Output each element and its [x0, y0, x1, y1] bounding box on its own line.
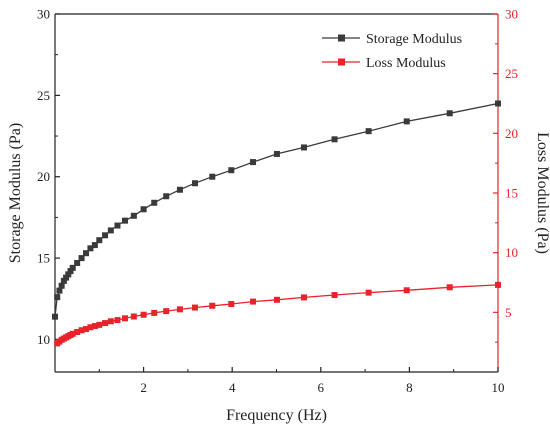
x-axis-ticks: 2 4 6 8 10 — [98, 367, 505, 395]
loss-point — [228, 300, 235, 307]
left-tick-label: 15 — [37, 251, 50, 266]
legend-marker-loss — [338, 58, 345, 66]
storage-point — [54, 294, 61, 301]
right-axis-ticks: 5 10 15 20 25 30 — [493, 7, 518, 343]
left-tick-label: 10 — [37, 332, 50, 347]
storage-point — [60, 277, 67, 284]
loss-point — [163, 308, 170, 315]
storage-point — [52, 313, 58, 320]
x-tick-label: 2 — [140, 380, 147, 395]
legend-label-loss: Loss Modulus — [366, 56, 446, 71]
loss-point — [209, 302, 216, 309]
loss-point — [87, 324, 94, 331]
storage-point — [446, 110, 453, 117]
storage-point — [495, 100, 501, 107]
right-tick-label: 30 — [505, 7, 518, 22]
loss-point — [102, 320, 109, 327]
loss-point — [446, 284, 453, 291]
loss-point — [91, 323, 98, 330]
storage-point — [151, 199, 158, 206]
storage-point — [102, 232, 109, 239]
x-tick-label: 6 — [318, 380, 325, 395]
right-y-axis-title: Loss Modulus (Pa) — [534, 132, 550, 254]
loss-point — [331, 292, 338, 299]
loss-point — [495, 281, 501, 288]
left-tick-label: 25 — [37, 88, 50, 103]
storage-point — [176, 186, 183, 193]
storage-point — [67, 268, 74, 275]
storage-point — [228, 167, 235, 174]
loss-point — [69, 330, 76, 337]
storage-point — [191, 180, 198, 187]
storage-point — [114, 222, 121, 229]
loss-point — [107, 318, 114, 325]
loss-point — [176, 306, 183, 313]
storage-point — [74, 259, 81, 266]
storage-point — [250, 159, 257, 166]
storage-point — [69, 264, 76, 271]
storage-point — [83, 250, 90, 257]
storage-point — [65, 271, 72, 278]
legend-marker-storage — [338, 34, 345, 42]
storage-point — [96, 237, 103, 244]
loss-point — [140, 311, 147, 318]
storage-point — [140, 206, 147, 213]
loss-point — [191, 304, 198, 311]
x-tick-label: 4 — [229, 380, 236, 395]
right-tick-label: 25 — [505, 66, 518, 81]
storage-point — [121, 217, 128, 224]
storage-point — [58, 282, 65, 289]
storage-point — [273, 150, 280, 157]
loss-point — [114, 317, 121, 324]
right-tick-label: 5 — [505, 305, 512, 320]
storage-point — [107, 227, 114, 234]
loss-point — [273, 296, 280, 303]
loss-line — [56, 284, 499, 344]
x-axis-title: Frequency (Hz) — [226, 407, 327, 424]
right-tick-label: 10 — [505, 245, 518, 260]
storage-point — [300, 144, 307, 151]
storage-point — [403, 118, 410, 125]
storage-point — [78, 255, 85, 262]
storage-point — [163, 193, 170, 200]
left-axis-ticks: 10 15 20 25 30 — [37, 7, 60, 347]
storage-line — [54, 102, 499, 317]
storage-point — [365, 128, 372, 135]
loss-point — [78, 327, 85, 334]
storage-point — [63, 274, 70, 281]
loss-point — [121, 315, 128, 322]
storage-point — [209, 173, 216, 180]
left-y-axis-title: Storage Modulus (Pa) — [7, 123, 24, 263]
right-tick-label: 20 — [505, 126, 518, 141]
storage-point — [91, 242, 98, 249]
x-tick-label: 8 — [406, 380, 413, 395]
x-tick-label: 10 — [492, 380, 505, 395]
loss-point — [151, 309, 158, 316]
legend: Storage Modulus Loss Modulus — [322, 32, 462, 71]
storage-point — [130, 212, 137, 219]
loss-point — [96, 321, 103, 328]
series-layer — [52, 100, 501, 347]
loss-point — [365, 289, 372, 296]
legend-label-storage: Storage Modulus — [366, 32, 462, 47]
storage-point — [87, 245, 94, 252]
loss-point — [83, 326, 90, 333]
loss-point — [74, 329, 81, 336]
loss-point — [130, 313, 137, 320]
right-tick-label: 15 — [505, 186, 518, 201]
loss-point — [250, 298, 257, 305]
loss-point — [403, 287, 410, 294]
storage-point — [331, 136, 338, 143]
left-tick-label: 30 — [37, 7, 50, 22]
left-tick-label: 20 — [37, 169, 50, 184]
storage-point — [56, 287, 63, 294]
loss-point — [300, 294, 307, 301]
